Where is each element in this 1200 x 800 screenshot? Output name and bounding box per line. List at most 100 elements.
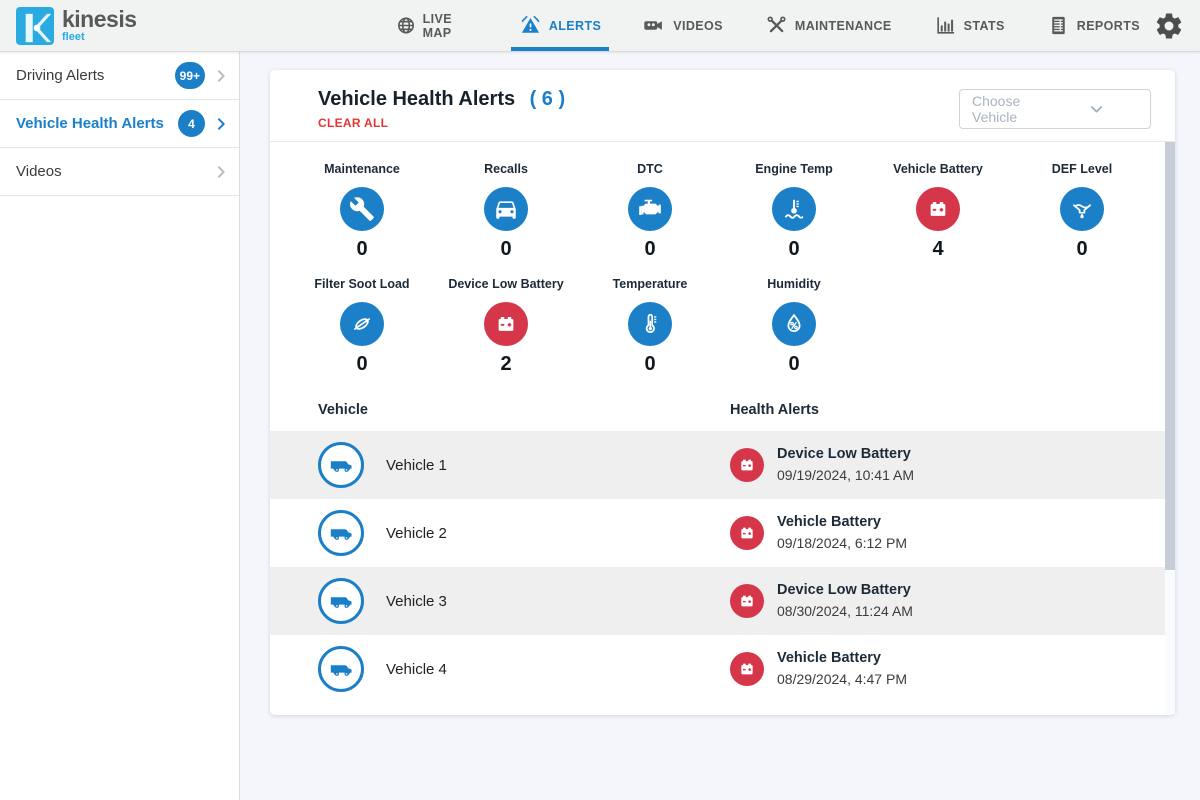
alert-timestamp: 08/30/2024, 11:24 AM — [777, 601, 913, 621]
scrollbar-thumb[interactable] — [1165, 142, 1175, 570]
battery-icon — [737, 659, 757, 679]
chevron-right-icon — [213, 116, 229, 132]
engine-temp-icon — [781, 196, 807, 222]
choose-vehicle-dropdown[interactable]: Choose Vehicle — [959, 89, 1151, 129]
alert-category-device-low-battery[interactable]: Device Low Battery 2 — [434, 277, 578, 376]
alert-timestamp: 09/19/2024, 10:41 AM — [777, 465, 914, 485]
alert-category-vehicle-battery[interactable]: Vehicle Battery 4 — [866, 162, 1010, 261]
kinesis-logo[interactable]: kinesis fleet — [16, 7, 137, 45]
nav-tab-label: REPORTS — [1077, 19, 1140, 33]
page-title: Vehicle Health Alerts — [318, 88, 515, 110]
sidebar-item-badge: 4 — [178, 110, 205, 137]
alert-category-engine-temp[interactable]: Engine Temp 0 — [722, 162, 866, 261]
alert-category-count: 0 — [500, 238, 511, 261]
alert-type: Vehicle Battery — [777, 648, 907, 669]
alert-category-label: DEF Level — [1052, 162, 1112, 176]
alert-category-def-level[interactable]: DEF Level 0 — [1010, 162, 1154, 261]
alert-category-temperature[interactable]: Temperature 0 — [578, 277, 722, 376]
panel-header: Vehicle Health Alerts ( 6 ) CLEAR ALL Ch… — [270, 70, 1175, 142]
nav-tabs: LIVE MAP ALERTS VIDEOS MAINTENANCE STATS… — [382, 0, 1155, 51]
alert-category-maintenance[interactable]: Maintenance 0 — [290, 162, 434, 261]
alert-triangle-icon — [519, 14, 542, 37]
alert-category-count: 0 — [356, 238, 367, 261]
vehicle-name: Vehicle 1 — [386, 457, 447, 474]
alert-category-count: 0 — [1076, 238, 1087, 261]
sidebar-item-label: Driving Alerts — [16, 67, 175, 84]
chevron-right-icon — [213, 68, 229, 84]
kinesis-logo-icon — [16, 7, 54, 45]
battery-icon — [737, 523, 757, 543]
vehicle-name: Vehicle 2 — [386, 525, 447, 542]
sidebar-item-videos[interactable]: Videos — [0, 148, 239, 196]
bar-chart-icon — [934, 14, 957, 37]
clear-all-button[interactable]: CLEAR ALL — [318, 116, 388, 130]
nav-tab-alerts[interactable]: ALERTS — [505, 0, 615, 51]
truck-icon — [328, 656, 355, 683]
vehicle-alerts-table: Vehicle Health Alerts Vehicle 1 Device L… — [270, 402, 1175, 703]
alert-type: Device Low Battery — [777, 580, 913, 601]
nav-tab-label: VIDEOS — [673, 19, 723, 33]
nav-tab-reports[interactable]: REPORTS — [1033, 0, 1154, 51]
sidebar-item-badge: 99+ — [175, 62, 205, 89]
sidebar-item-vehicle-health-alerts[interactable]: Vehicle Health Alerts 4 — [0, 100, 239, 148]
globe-icon — [396, 14, 416, 37]
thermometer-icon — [637, 311, 663, 337]
car-icon — [493, 196, 519, 222]
def-level-icon — [1069, 196, 1095, 222]
gear-icon — [1154, 11, 1184, 41]
nav-tab-label: ALERTS — [549, 19, 601, 33]
vehicle-name: Vehicle 3 — [386, 593, 447, 610]
video-camera-icon — [643, 14, 666, 37]
alert-category-count: 2 — [500, 353, 511, 376]
battery-icon — [737, 455, 757, 475]
table-row-vehicle-2[interactable]: Vehicle 2 Vehicle Battery 09/18/2024, 6:… — [270, 499, 1175, 567]
nav-tab-live-map[interactable]: LIVE MAP — [382, 0, 491, 51]
sidebar-item-label: Vehicle Health Alerts — [16, 115, 178, 132]
alert-category-label: Vehicle Battery — [893, 162, 983, 176]
choose-vehicle-placeholder: Choose Vehicle — [972, 93, 1055, 125]
alert-category-label: Device Low Battery — [448, 277, 563, 291]
settings-button[interactable] — [1154, 11, 1184, 41]
alert-category-label: Temperature — [613, 277, 688, 291]
table-row-vehicle-1[interactable]: Vehicle 1 Device Low Battery 09/19/2024,… — [270, 431, 1175, 499]
chevron-down-icon — [1055, 101, 1138, 117]
battery-icon — [737, 591, 757, 611]
nav-tab-maintenance[interactable]: MAINTENANCE — [751, 0, 906, 51]
alert-timestamp: 09/18/2024, 6:12 PM — [777, 533, 907, 553]
engine-icon — [637, 196, 663, 222]
sidebar: Driving Alerts 99+ Vehicle Health Alerts… — [0, 52, 240, 800]
alert-category-label: Humidity — [767, 277, 820, 291]
alert-category-grid: Maintenance 0 Recalls 0 DTC 0 Engine Tem… — [290, 162, 1175, 376]
truck-icon — [328, 452, 355, 479]
alert-category-filter-soot-load[interactable]: Filter Soot Load 0 — [290, 277, 434, 376]
alert-category-count: 0 — [644, 238, 655, 261]
alert-count: ( 6 ) — [530, 88, 566, 110]
panel-content: Maintenance 0 Recalls 0 DTC 0 Engine Tem… — [270, 142, 1175, 714]
top-navbar: kinesis fleet LIVE MAP ALERTS VIDEOS MAI… — [0, 0, 1200, 52]
battery-icon — [925, 196, 951, 222]
logo-brand-text: kinesis — [62, 8, 137, 31]
vehicle-name: Vehicle 4 — [386, 661, 447, 678]
nav-tab-videos[interactable]: VIDEOS — [629, 0, 737, 51]
nav-tab-stats[interactable]: STATS — [920, 0, 1019, 51]
alert-category-label: Engine Temp — [755, 162, 833, 176]
table-row-vehicle-4[interactable]: Vehicle 4 Vehicle Battery 08/29/2024, 4:… — [270, 635, 1175, 703]
alert-category-label: Filter Soot Load — [314, 277, 409, 291]
vehicle-health-alerts-panel: Vehicle Health Alerts ( 6 ) CLEAR ALL Ch… — [270, 70, 1175, 715]
crossed-tools-icon — [765, 14, 788, 37]
alert-category-count: 0 — [356, 353, 367, 376]
truck-icon — [328, 588, 355, 615]
scrollbar-track — [1165, 142, 1175, 714]
sidebar-item-driving-alerts[interactable]: Driving Alerts 99+ — [0, 52, 239, 100]
alert-category-recalls[interactable]: Recalls 0 — [434, 162, 578, 261]
alert-category-label: Recalls — [484, 162, 528, 176]
humidity-icon — [781, 311, 807, 337]
alert-category-label: Maintenance — [324, 162, 400, 176]
alert-category-humidity[interactable]: Humidity 0 — [722, 277, 866, 376]
chevron-right-icon — [213, 164, 229, 180]
alert-category-count: 0 — [788, 238, 799, 261]
alert-category-dtc[interactable]: DTC 0 — [578, 162, 722, 261]
table-row-vehicle-3[interactable]: Vehicle 3 Device Low Battery 08/30/2024,… — [270, 567, 1175, 635]
alert-category-label: DTC — [637, 162, 663, 176]
nav-tab-label: MAINTENANCE — [795, 19, 892, 33]
